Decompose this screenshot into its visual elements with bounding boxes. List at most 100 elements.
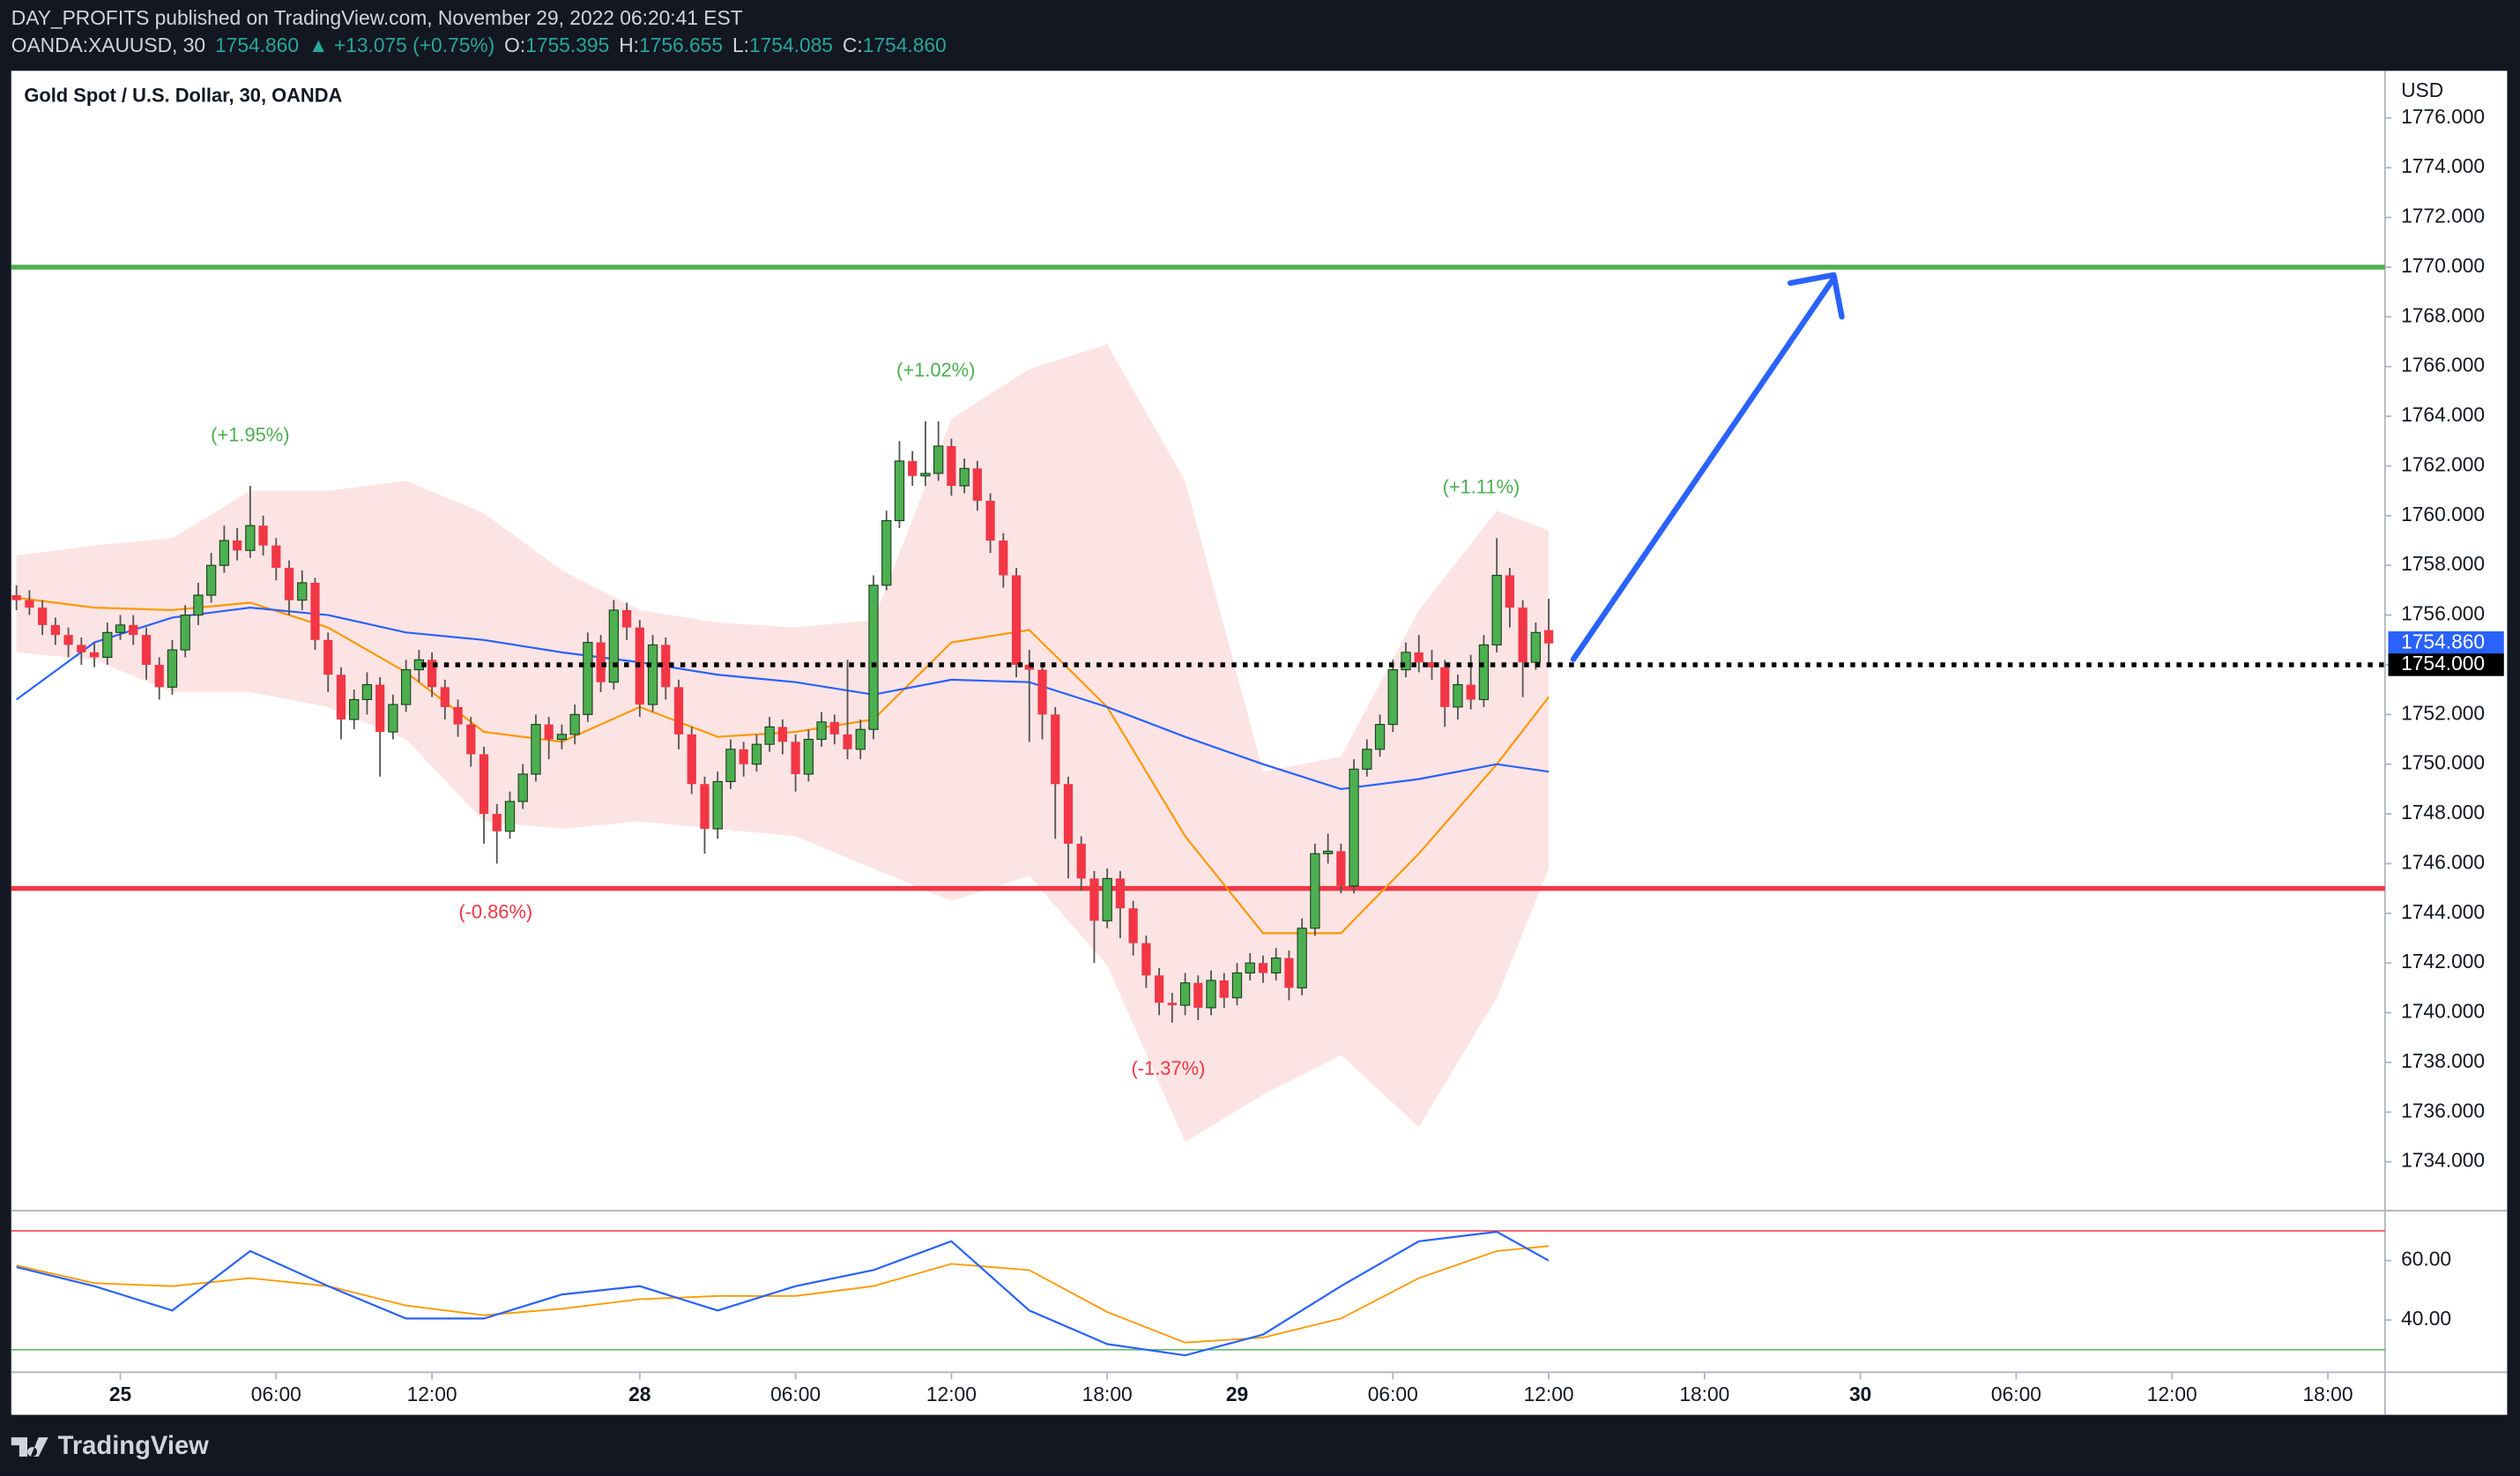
y-tick-label: 1760.000: [2401, 503, 2485, 526]
candle-body: [1167, 1003, 1177, 1006]
candle-body: [673, 687, 684, 734]
price-axis-unit: USD: [2401, 78, 2443, 101]
candle-body: [258, 526, 268, 546]
logo-mark: [11, 1437, 48, 1457]
candle-body: [1478, 644, 1490, 700]
open-value: 1755.395: [525, 34, 609, 56]
candle-body: [479, 754, 489, 815]
candle-body: [336, 675, 346, 719]
open-label: O:: [504, 34, 525, 56]
candle-body: [11, 595, 21, 600]
candle-body: [569, 713, 580, 735]
x-tick-label: 06:00: [1991, 1383, 2041, 1405]
candle-body: [1322, 850, 1334, 854]
rsi-line: [16, 1230, 1550, 1357]
candle-body: [1219, 980, 1229, 998]
candle-body: [791, 742, 800, 774]
candle-body: [1141, 943, 1151, 976]
candle-body: [843, 734, 852, 749]
last-price-box: [2388, 631, 2504, 656]
y-tick-label: 1748.000: [2401, 801, 2485, 824]
candle-body: [1297, 928, 1307, 988]
y-tick-label: 1744.000: [2401, 900, 2485, 923]
y-tick-label: 1768.000: [2401, 303, 2485, 326]
candle-body: [803, 738, 814, 775]
candle-body: [1518, 608, 1528, 663]
candle-body: [1505, 575, 1514, 608]
candle-body: [739, 749, 748, 764]
rsi-y-tick-label: 60.00: [2401, 1248, 2451, 1271]
candle-body: [233, 540, 242, 551]
candle-body: [323, 639, 333, 675]
price: 1754.860: [215, 34, 299, 56]
annotation: (+1.95%): [211, 423, 289, 445]
y-tick-label: 1736.000: [2401, 1099, 2485, 1122]
candle-body: [77, 645, 86, 652]
low-value: 1754.085: [749, 34, 833, 56]
low-label: L:: [732, 34, 749, 56]
candle-body: [908, 460, 918, 476]
candle-body: [1245, 962, 1255, 974]
candle-body: [894, 460, 905, 522]
candle-body: [1543, 630, 1554, 644]
annotation: (+1.11%): [1443, 476, 1520, 498]
candle-body: [1401, 652, 1411, 671]
candle-body: [453, 706, 463, 725]
candle-body: [271, 545, 281, 569]
candle-body: [1387, 669, 1398, 726]
candle-body: [517, 773, 528, 802]
candle-body: [687, 734, 696, 785]
y-tick-label: 1762.000: [2401, 452, 2485, 475]
candle-body: [608, 609, 619, 683]
candle-body: [1193, 982, 1203, 1008]
candle-body: [661, 645, 671, 688]
candle-body: [400, 669, 412, 705]
candle-body: [388, 704, 398, 733]
candle-body: [947, 445, 956, 487]
x-tick-label: 18:00: [1082, 1383, 1133, 1405]
candle-body: [492, 814, 502, 831]
y-tick-label: 1774.000: [2401, 154, 2485, 177]
candle-body: [1051, 714, 1060, 785]
x-tick-label: 28: [628, 1383, 650, 1405]
high-value: 1756.655: [639, 34, 723, 56]
candle-body: [829, 721, 839, 734]
candle-body: [1440, 667, 1450, 707]
candle-body: [868, 585, 879, 730]
candle-body: [297, 582, 308, 601]
candle-body: [167, 649, 178, 688]
candle-body: [959, 467, 970, 487]
candle-body: [375, 684, 385, 733]
y-tick-label: 1750.000: [2401, 751, 2485, 774]
candle-body: [466, 724, 476, 755]
arrow-shaft: [1570, 275, 1837, 662]
candle-body: [141, 635, 152, 665]
candle-body: [920, 473, 931, 477]
chart-area: [11, 71, 2508, 1415]
candle-body: [154, 664, 164, 688]
x-tick-label: 12:00: [407, 1383, 457, 1405]
candle-body: [816, 721, 827, 741]
x-tick-label: 12:00: [926, 1383, 977, 1405]
candle-body: [1128, 908, 1138, 943]
candle-body: [725, 749, 736, 782]
candle-body: [50, 624, 60, 636]
candle-body: [1271, 958, 1282, 974]
candle-body: [1310, 853, 1320, 929]
candle-body: [38, 608, 48, 625]
candle-body: [1491, 574, 1502, 645]
candle-body: [596, 642, 606, 682]
symbol-line: OANDA:XAUUSD, 30 1754.860 ▲ +13.075 (+0.75…: [11, 34, 947, 56]
candle-body: [89, 652, 100, 658]
y-tick-label: 1776.000: [2401, 105, 2485, 128]
annotation: (+1.02%): [896, 359, 975, 381]
candle-body: [751, 743, 762, 765]
y-tick-label: 1742.000: [2401, 950, 2485, 973]
candle-body: [777, 727, 787, 742]
candle-body: [621, 609, 632, 628]
x-tick-label: 29: [1226, 1383, 1248, 1405]
y-tick-label: 1752.000: [2401, 701, 2485, 724]
candle-body: [1349, 768, 1359, 887]
